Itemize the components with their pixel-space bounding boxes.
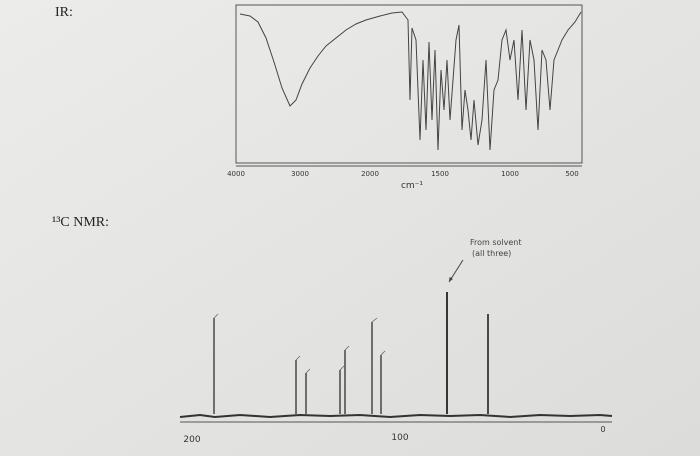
ir-unit: cm⁻¹ bbox=[401, 181, 423, 191]
nmr-tick-label: 100 bbox=[391, 433, 408, 443]
annotation-line: From solvent bbox=[470, 238, 522, 247]
nmr-tick-label: 200 bbox=[183, 435, 200, 445]
nmr-label: ¹³C NMR: bbox=[52, 215, 109, 230]
ir-tick-label: 2000 bbox=[361, 170, 379, 178]
integration-hooks bbox=[213, 313, 386, 374]
annotation-line: (all three) bbox=[472, 249, 511, 258]
ir-tick-label: 4000 bbox=[227, 170, 245, 178]
ir-tick-label: 1500 bbox=[431, 170, 449, 178]
ir-frame bbox=[235, 4, 583, 164]
nmr-peaks bbox=[213, 292, 489, 414]
nmr-baseline bbox=[179, 413, 613, 419]
ir-tick-label: 3000 bbox=[291, 170, 309, 178]
ir-tick-label: 500 bbox=[565, 170, 578, 178]
ir-trace bbox=[239, 11, 582, 151]
nmr-tick-label: 0 bbox=[600, 425, 605, 434]
arrow-head bbox=[449, 277, 453, 282]
ir-label: IR: bbox=[55, 5, 73, 20]
ir-tick-label: 1000 bbox=[501, 170, 519, 178]
